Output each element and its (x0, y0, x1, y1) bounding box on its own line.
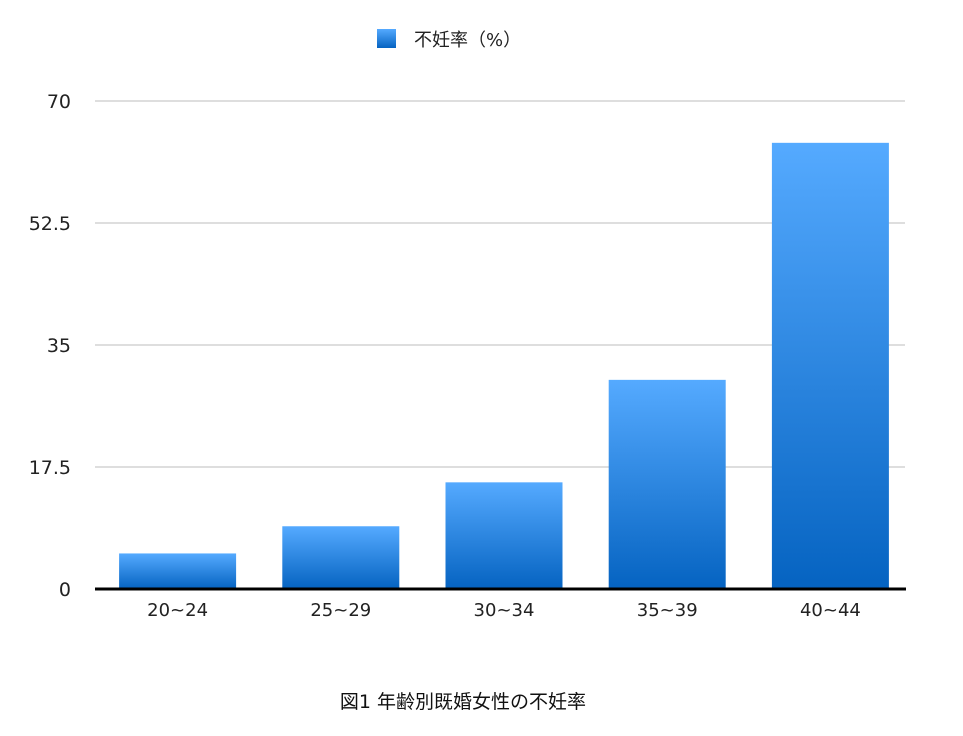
x-tick-label: 35~39 (637, 600, 698, 621)
x-tick-label: 40~44 (800, 600, 861, 621)
y-tick-label: 70 (47, 91, 71, 113)
bar-40~44 (771, 142, 889, 590)
bar-30~34 (445, 482, 563, 589)
chart-title: 図1 年齢別既婚女性の不妊率 (340, 691, 586, 713)
legend-label: 不妊率（%） (414, 30, 521, 51)
y-tick-label: 52.5 (29, 213, 71, 235)
bar-25~29 (282, 526, 400, 589)
y-tick-label: 35 (47, 335, 71, 357)
x-tick-label: 25~29 (310, 600, 371, 621)
x-tick-label: 20~24 (147, 600, 208, 621)
bar-35~39 (608, 379, 726, 589)
x-tick-label: 30~34 (474, 600, 535, 621)
legend: 不妊率（%） (377, 29, 521, 51)
bar-20~24 (119, 553, 237, 589)
y-tick-label: 17.5 (29, 457, 71, 479)
legend-swatch (377, 29, 396, 48)
y-tick-label: 0 (59, 579, 71, 601)
